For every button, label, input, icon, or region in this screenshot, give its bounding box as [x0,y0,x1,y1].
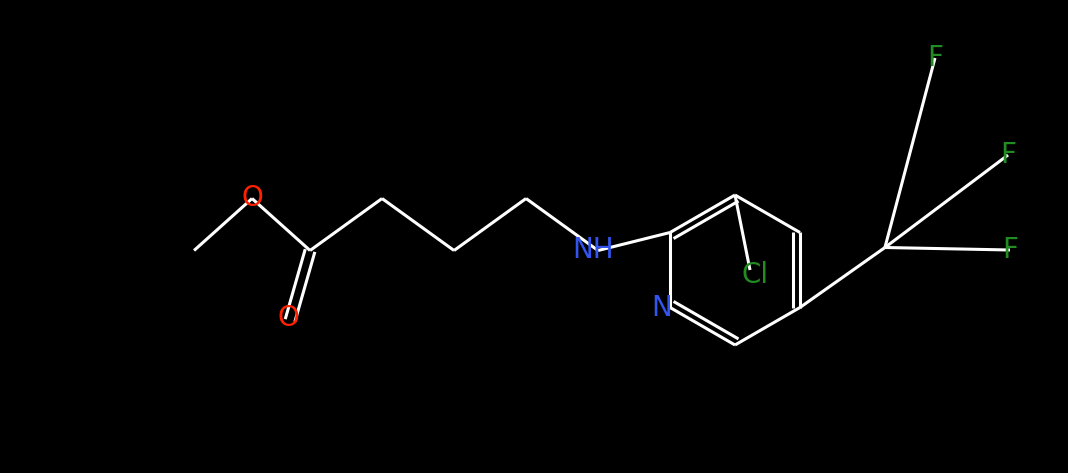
Text: F: F [1000,141,1016,169]
Text: F: F [1002,236,1018,264]
Text: F: F [927,44,943,72]
Text: NH: NH [572,236,614,264]
Text: Cl: Cl [741,261,769,289]
Text: N: N [651,294,673,322]
Text: O: O [241,184,263,212]
Text: O: O [278,305,299,333]
